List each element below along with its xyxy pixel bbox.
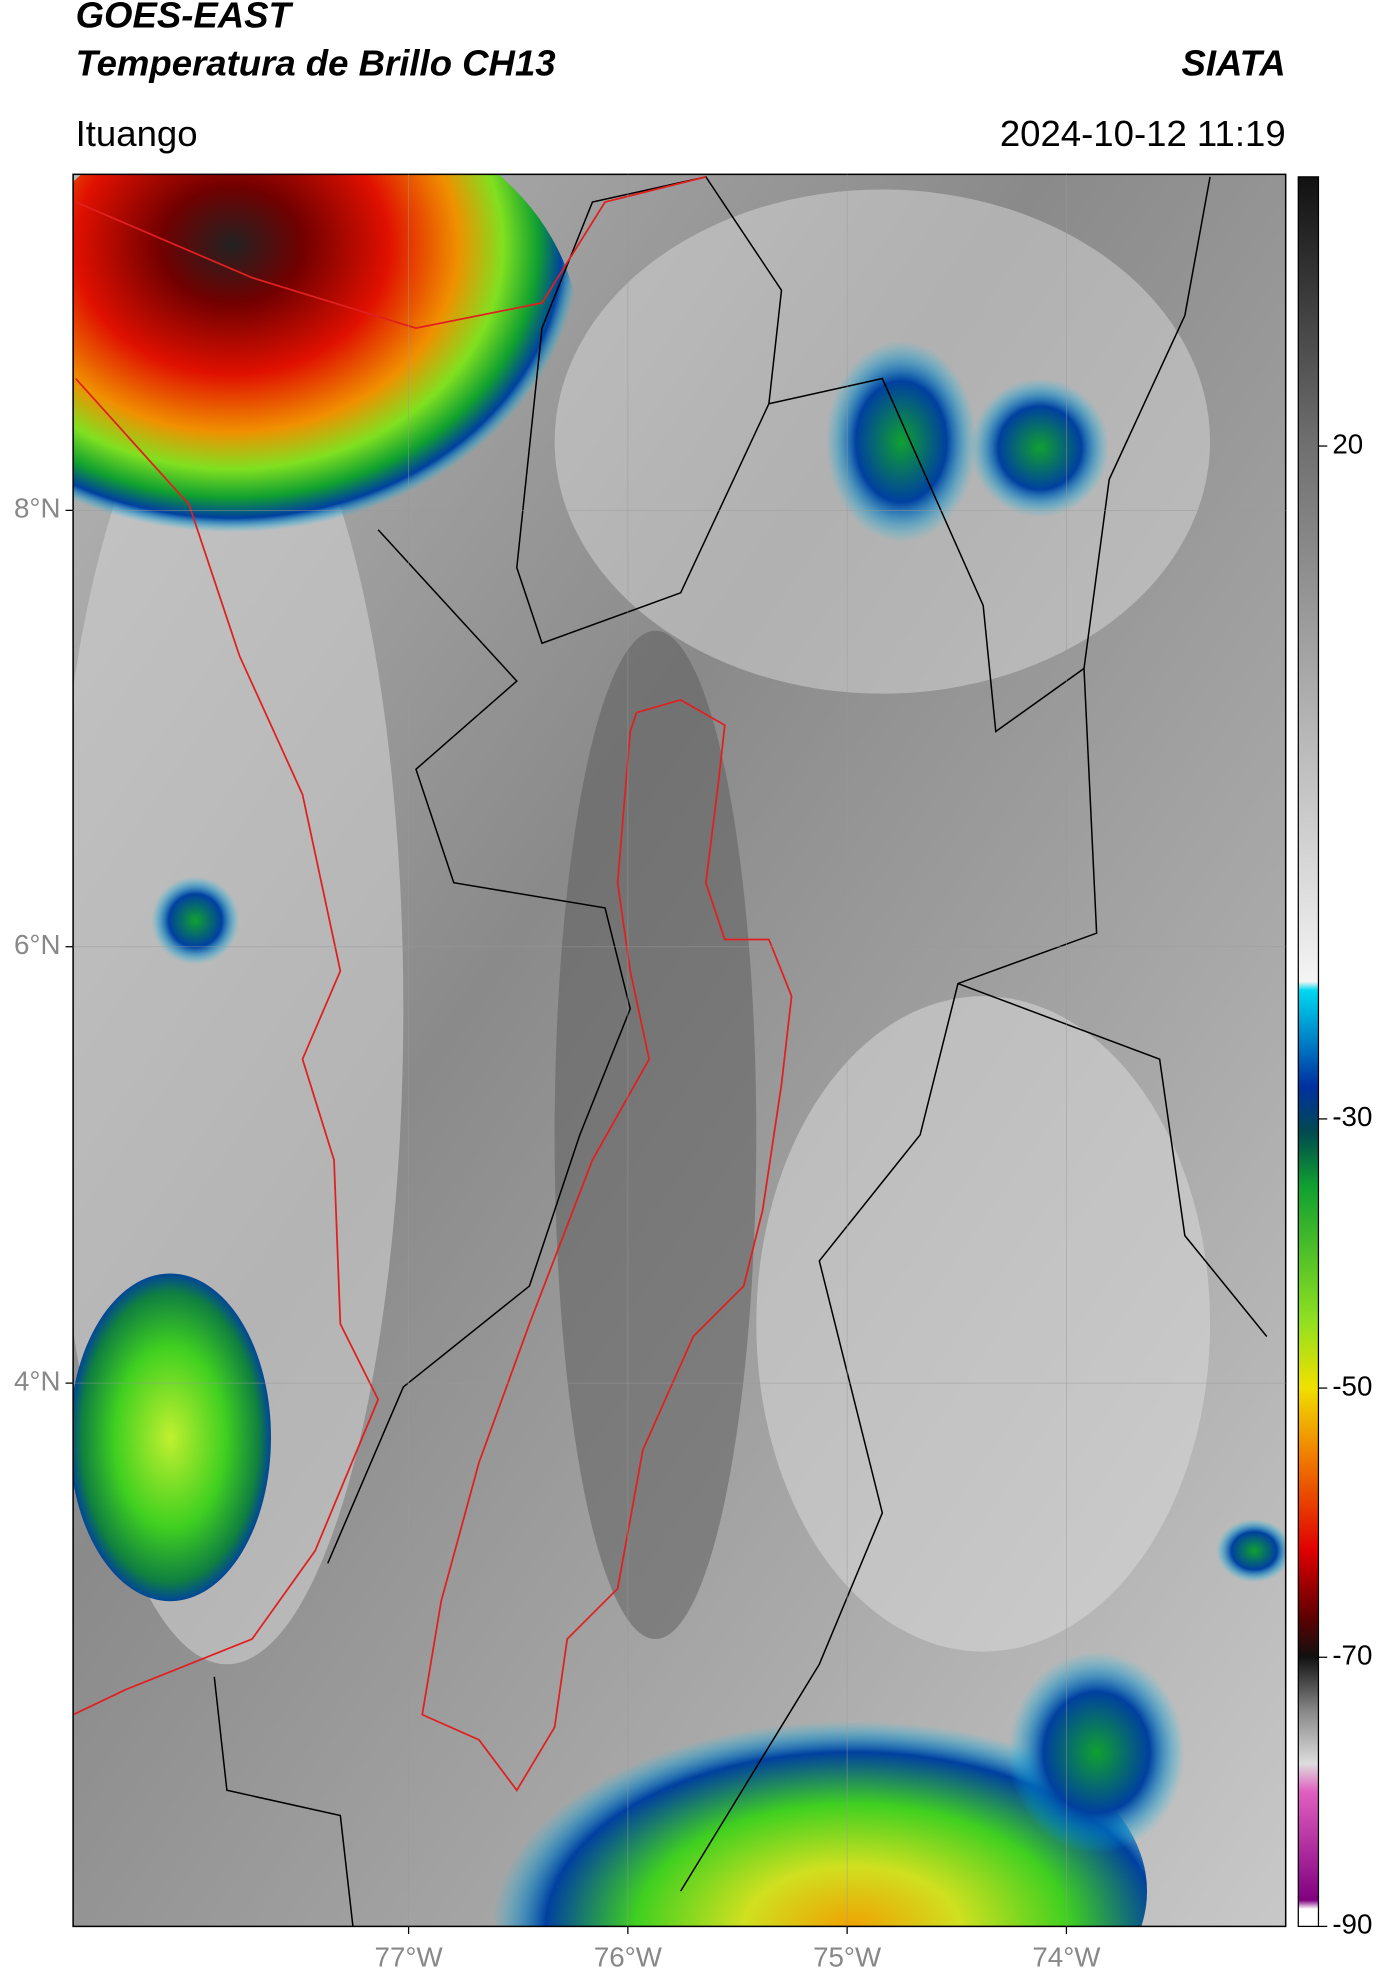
title: GOES-EAST: [76, 0, 294, 36]
x-tick-label: 74°W: [1032, 1942, 1101, 1973]
x-tick-label: 75°W: [813, 1942, 882, 1973]
agency: SIATA: [1181, 43, 1285, 84]
y-tick-label: 8°N: [14, 493, 61, 524]
location: Ituango: [76, 113, 198, 154]
map-frame: [72, 173, 1287, 1928]
colorbar-tick-label: 20: [1332, 428, 1363, 459]
colorbar-tick-label: -50: [1332, 1370, 1372, 1401]
x-tick-label: 77°W: [375, 1942, 444, 1973]
colorbar: [1297, 176, 1320, 1928]
datetime: 2024-10-12 11:19: [1000, 113, 1286, 154]
satellite-image: [73, 174, 1286, 1927]
y-tick-label: 6°N: [14, 929, 61, 960]
colorbar-tick-label: -30: [1332, 1101, 1372, 1132]
y-tick-label: 4°N: [14, 1365, 61, 1396]
colorbar-tick-label: -70: [1332, 1640, 1372, 1671]
x-tick-label: 76°W: [594, 1942, 663, 1973]
subtitle: Temperatura de Brillo CH13: [76, 43, 556, 84]
colorbar-tick-label: -90: [1332, 1909, 1372, 1940]
